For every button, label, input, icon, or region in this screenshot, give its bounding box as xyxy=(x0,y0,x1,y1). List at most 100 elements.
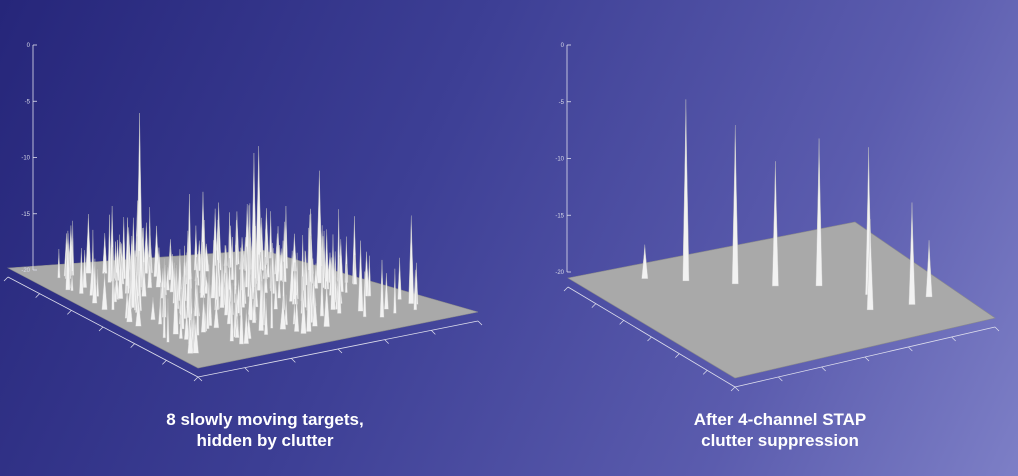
caption-left-line-2: hidden by clutter xyxy=(196,431,334,450)
clutter-spike-1-240 xyxy=(270,259,274,329)
clutter-spike-1-15 xyxy=(70,271,74,291)
clutter-spike-1-131 xyxy=(135,295,142,327)
z-tick-label-1-0: 0 xyxy=(27,43,31,49)
floor-axis-tick-2-0-3 xyxy=(647,336,652,342)
caption-left: 8 slowly moving targets, hidden by clutt… xyxy=(115,409,415,451)
clutter-spike-1-56 xyxy=(92,262,98,304)
clutter-spike-1-173 xyxy=(313,263,319,289)
clutter-spike-1-239 xyxy=(367,255,372,297)
clutter-spike-1-233 xyxy=(234,316,240,338)
clutter-spike-1-156 xyxy=(272,248,276,294)
target-peak-2-6 xyxy=(908,202,916,305)
z-tick-label-1-2: -10 xyxy=(21,156,30,162)
floor-axis-tick-2-1-5 xyxy=(951,336,956,342)
clutter-spike-1-76 xyxy=(264,229,268,266)
clutter-spike-1-249 xyxy=(279,296,287,330)
clutter-spike-1-58 xyxy=(269,211,273,259)
z-tick-label-2-2: -10 xyxy=(555,157,564,163)
clutter-spike-1-6 xyxy=(102,233,108,274)
floor-axis-tick-2-1-2 xyxy=(821,366,826,372)
clutter-spike-1-255 xyxy=(312,291,318,327)
clutter-spike-1-184 xyxy=(207,284,213,326)
floor-axis-tick-1-1-2 xyxy=(291,358,296,363)
floor-axis-tick-2-1-0 xyxy=(734,386,740,392)
clutter-spike-1-237 xyxy=(258,269,264,331)
clutter-spike-1-84 xyxy=(195,254,200,286)
floor-axis-tick-1-0-3 xyxy=(98,326,104,332)
clutter-spike-1-179 xyxy=(172,268,179,335)
floor-axis-tick-1-1-6 xyxy=(477,320,483,326)
clutter-spike-1-112 xyxy=(291,233,297,272)
floor-axis-tick-1-1-5 xyxy=(431,330,436,335)
clutter-spike-1-183 xyxy=(324,229,330,290)
target-peak-2-7 xyxy=(925,240,933,298)
floor-axis-tick-1-0-4 xyxy=(130,343,135,348)
clutter-spike-1-118 xyxy=(126,288,133,323)
target-peak-2-3 xyxy=(815,138,823,287)
target-peak-2-8 xyxy=(641,244,649,279)
clutter-spike-1-12 xyxy=(65,230,71,291)
caption-right: After 4-channel STAP clutter suppression xyxy=(630,409,930,451)
clutter-spike-1-220 xyxy=(303,250,307,308)
caption-right-line-1: After 4-channel STAP xyxy=(693,410,867,429)
floor-axis-tick-1-0-6 xyxy=(193,376,199,382)
z-tick-label-2-3: -15 xyxy=(555,213,564,219)
floor-axis-tick-2-1-3 xyxy=(864,356,870,362)
clutter-spike-1-65 xyxy=(117,253,124,299)
floor-axis-tick-2-0-1 xyxy=(591,303,597,308)
clutter-spike-1-139 xyxy=(158,298,163,325)
clutter-spike-1-258 xyxy=(306,269,312,332)
floor-axis-tick-1-1-0 xyxy=(197,376,203,382)
clutter-spike-1-246 xyxy=(264,298,269,335)
target-peak-2-5 xyxy=(866,219,874,311)
floor-plane-2 xyxy=(567,221,996,379)
clutter-spike-1-248 xyxy=(319,266,325,317)
clutter-spike-1-144 xyxy=(264,268,268,294)
clutter-spike-1-260 xyxy=(323,281,330,327)
floor-axis-tick-1-1-3 xyxy=(337,348,343,354)
clutter-spike-1-18 xyxy=(107,214,112,283)
z-tick-label-2-0: 0 xyxy=(561,43,565,49)
z-tick-label-2-4: -20 xyxy=(555,270,564,276)
clutter-spike-1-204 xyxy=(196,277,200,336)
clutter-spike-1-253 xyxy=(337,256,342,314)
clutter-spike-1-0 xyxy=(57,249,61,279)
floor-axis-tick-1-1-4 xyxy=(384,339,389,344)
clutter-spike-1-110 xyxy=(266,249,270,278)
clutter-spike-1-74 xyxy=(141,262,147,297)
target-peak-2-2 xyxy=(771,161,779,287)
floor-axis-tick-2-0-6 xyxy=(730,386,736,392)
clutter-spike-1-79 xyxy=(101,271,108,310)
clutter-spike-1-150 xyxy=(219,253,225,308)
floor-axis-tick-2-1-6 xyxy=(994,326,1000,332)
clutter-spike-1-57 xyxy=(147,257,153,289)
clutter-spike-1-238 xyxy=(229,291,234,342)
floor-axis-tick-2-1-4 xyxy=(908,346,913,352)
clutter-spike-1-219 xyxy=(251,292,257,324)
clutter-spike-1-188 xyxy=(166,298,170,343)
clutter-spike-1-261 xyxy=(384,273,389,310)
clutter-spike-1-170 xyxy=(180,277,185,330)
clutter-spike-1-241 xyxy=(284,294,288,326)
clutter-spike-1-250 xyxy=(239,290,244,345)
clutter-spike-1-190 xyxy=(206,282,210,330)
clutter-spike-1-116 xyxy=(200,241,206,298)
clutter-spike-1-266 xyxy=(393,268,397,314)
clutter-spike-1-91 xyxy=(230,237,235,281)
target-peak-1-4 xyxy=(315,170,323,284)
clutter-spike-1-242 xyxy=(330,234,336,310)
floor-axis-tick-1-0-5 xyxy=(162,360,167,365)
clutter-spike-1-176 xyxy=(162,287,166,339)
clutter-spike-1-198 xyxy=(200,295,206,333)
z-tick-label-2-1: -5 xyxy=(559,100,565,106)
clutter-spike-1-265 xyxy=(379,259,385,318)
clutter-spike-1-254 xyxy=(294,295,300,332)
clutter-spike-1-4 xyxy=(85,214,92,274)
floor-axis-tick-1-0-1 xyxy=(35,293,40,298)
clutter-spike-1-83 xyxy=(111,247,115,311)
z-tick-label-1-1: -5 xyxy=(25,99,31,105)
clutter-spike-1-259 xyxy=(300,290,307,334)
z-tick-label-1-4: -20 xyxy=(21,268,30,274)
